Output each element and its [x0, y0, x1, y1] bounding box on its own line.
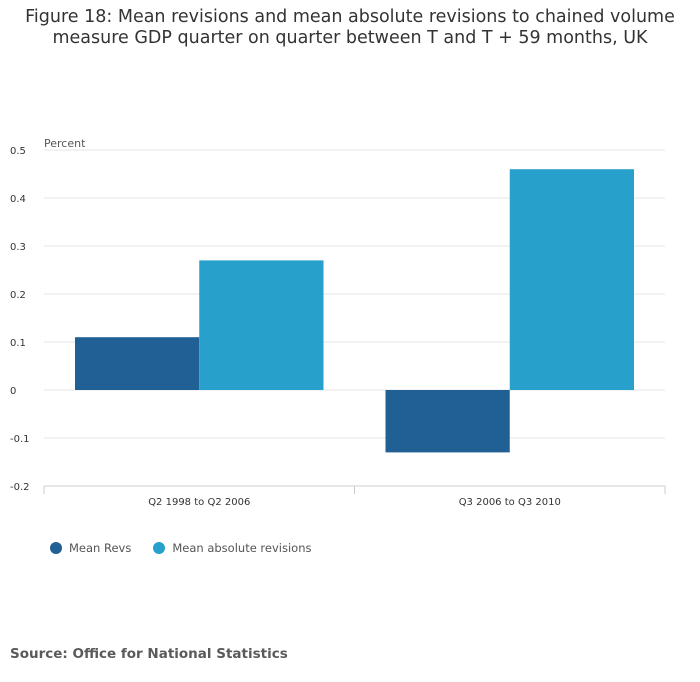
legend-swatch-mean-revs [50, 542, 62, 554]
y-tick-label: 0 [10, 386, 16, 397]
x-tick-label: Q2 1998 to Q2 2006 [148, 497, 250, 508]
bar[interactable] [199, 260, 324, 390]
y-tick-label: 0.2 [10, 290, 26, 301]
y-tick-label: -0.1 [10, 434, 30, 445]
y-axis-label: Percent [44, 137, 86, 150]
axes: 0.5 0.4 0.3 0.2 0.1 0 -0.1 -0.2 Q2 1998 to Q2 20… [10, 146, 666, 508]
bar[interactable] [509, 169, 634, 390]
source-note: Source: Office for National Statistics [10, 646, 288, 662]
bar[interactable] [75, 337, 200, 390]
chart-title-line-2: measure GDP quarter on quarter between T… [52, 28, 648, 48]
bars [75, 169, 634, 453]
y-tick-label: -0.2 [10, 482, 30, 493]
y-tick-label: 0.1 [10, 338, 26, 349]
y-tick-label: 0.5 [10, 146, 26, 157]
legend-label-mean-revs: Mean Revs [69, 541, 132, 555]
y-tick-label: 0.4 [10, 194, 26, 205]
chart-title: Figure 18: Mean revisions and mean absol… [10, 7, 690, 49]
legend-item-mean-absolute-revisions[interactable]: Mean absolute revisions [153, 541, 311, 555]
legend-label-mean-absolute-revisions: Mean absolute revisions [172, 541, 312, 555]
chart-title-line-1: Figure 18: Mean revisions and mean absol… [25, 7, 675, 27]
y-tick-label: 0.3 [10, 242, 26, 253]
legend-swatch-mean-absolute-revisions [153, 542, 166, 554]
legend: Mean Revs Mean absolute revisions [50, 541, 333, 555]
bar[interactable] [385, 390, 510, 453]
legend-item-mean-revs[interactable]: Mean Revs [50, 541, 131, 555]
x-tick-label: Q3 2006 to Q3 2010 [459, 497, 561, 508]
